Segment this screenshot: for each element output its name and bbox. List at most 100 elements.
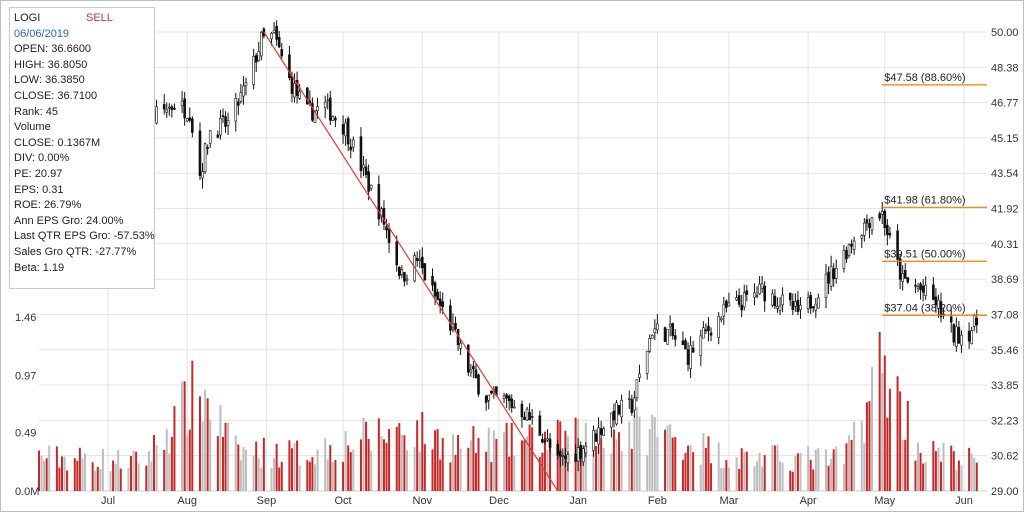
candle-body <box>477 374 480 395</box>
info-line: DIV: 0.00% <box>14 152 70 165</box>
quote-date: 06/06/2019 <box>14 27 70 40</box>
candle-body <box>627 398 631 400</box>
candle-body <box>185 118 189 122</box>
volume-bar <box>687 445 690 491</box>
month-tick-label: Jul <box>101 495 115 507</box>
volume-bar <box>127 467 130 491</box>
price-tick-label: 46.77 <box>991 98 1019 110</box>
fib-level-label: $37.04 (38.20%) <box>884 302 965 314</box>
volume-bar <box>860 421 863 491</box>
volume-bar <box>720 468 723 491</box>
candle-body <box>898 258 902 280</box>
candle-body <box>809 295 812 309</box>
volume-bar <box>38 450 40 491</box>
candle-body <box>681 340 685 346</box>
volume-bar <box>848 435 851 491</box>
candle-body <box>852 240 856 250</box>
volume-bar <box>296 440 299 491</box>
candle-body <box>543 440 547 443</box>
candle-body <box>170 106 174 110</box>
volume-bar <box>541 452 544 491</box>
volume-bar <box>135 451 138 491</box>
candle-body <box>776 306 779 309</box>
volume-bar <box>710 463 713 491</box>
volume-axis: 1.46 0.97 0.49 0.0M <box>15 312 39 498</box>
volume-bar <box>99 469 102 491</box>
candle-body <box>472 365 475 370</box>
volume-bar <box>109 471 112 491</box>
volume-bar <box>832 449 835 491</box>
candle-body <box>799 304 802 311</box>
candle-body <box>165 109 169 113</box>
volume-bar <box>648 429 651 491</box>
volume-bar <box>94 470 97 491</box>
candle-body <box>906 277 910 283</box>
candle-body <box>431 276 434 286</box>
candle-body <box>699 335 703 357</box>
candle-body <box>564 455 567 459</box>
volume-bar <box>582 445 585 491</box>
volume-bar <box>495 438 498 491</box>
volume-bar <box>932 441 935 491</box>
volume-bar <box>183 381 186 491</box>
volume-bar <box>385 442 388 491</box>
candle-body <box>668 324 672 327</box>
volume-bar <box>63 456 66 491</box>
candle-body <box>850 243 853 247</box>
candle-body <box>221 115 225 117</box>
volume-bar <box>922 463 925 491</box>
volume-bar <box>919 452 922 491</box>
candle-body <box>280 49 284 57</box>
volume-bar <box>244 449 247 491</box>
volume-bar <box>722 468 725 491</box>
candle-body <box>512 406 516 409</box>
volume-bar <box>490 462 493 491</box>
volume-bar <box>280 461 283 491</box>
volume-bar <box>579 455 582 491</box>
volume-tick-label: 0.0M <box>15 486 39 498</box>
volume-bar <box>487 427 490 491</box>
candle-body <box>351 139 355 148</box>
volume-bar <box>853 421 856 491</box>
candle-body <box>584 446 588 454</box>
volume-bar <box>863 443 866 491</box>
volume-bar <box>96 466 99 491</box>
candle-body <box>975 318 979 326</box>
candle-body <box>298 91 301 99</box>
candle-body <box>597 427 600 445</box>
fib-level-label: $47.58 (88.60%) <box>884 72 965 84</box>
volume-bar <box>209 420 212 491</box>
volume-bar <box>671 437 674 491</box>
volume-bar <box>262 437 265 491</box>
candle-body <box>758 283 761 295</box>
volume-bar <box>973 458 976 491</box>
candle-body <box>237 101 240 106</box>
candle-body <box>441 301 445 308</box>
volume-bar <box>850 440 853 491</box>
candle-body <box>914 284 917 287</box>
volume-bar <box>101 449 104 491</box>
price-tick-label: 50.00 <box>991 27 1019 39</box>
candle-body <box>188 117 192 121</box>
volume-bar <box>181 381 184 491</box>
price-tick-label: 33.85 <box>991 380 1019 392</box>
volume-bar <box>809 459 812 491</box>
candle-body <box>673 335 677 340</box>
volume-bar <box>727 467 730 491</box>
volume-bar <box>937 447 940 491</box>
volume-bar <box>58 467 61 491</box>
candle-body <box>395 241 399 266</box>
volume-bar <box>776 444 779 491</box>
volume-bar <box>66 470 69 491</box>
info-line: Rank: 45 <box>14 105 59 118</box>
candle-body <box>921 285 925 293</box>
candle-body <box>778 305 782 311</box>
volume-bar <box>630 448 633 491</box>
volume-bar <box>418 451 421 491</box>
volume-bar <box>344 431 347 491</box>
candle-body <box>558 451 562 457</box>
candle-body <box>901 273 904 283</box>
price-tick-label: 48.38 <box>991 62 1019 74</box>
candle-body <box>334 117 337 121</box>
